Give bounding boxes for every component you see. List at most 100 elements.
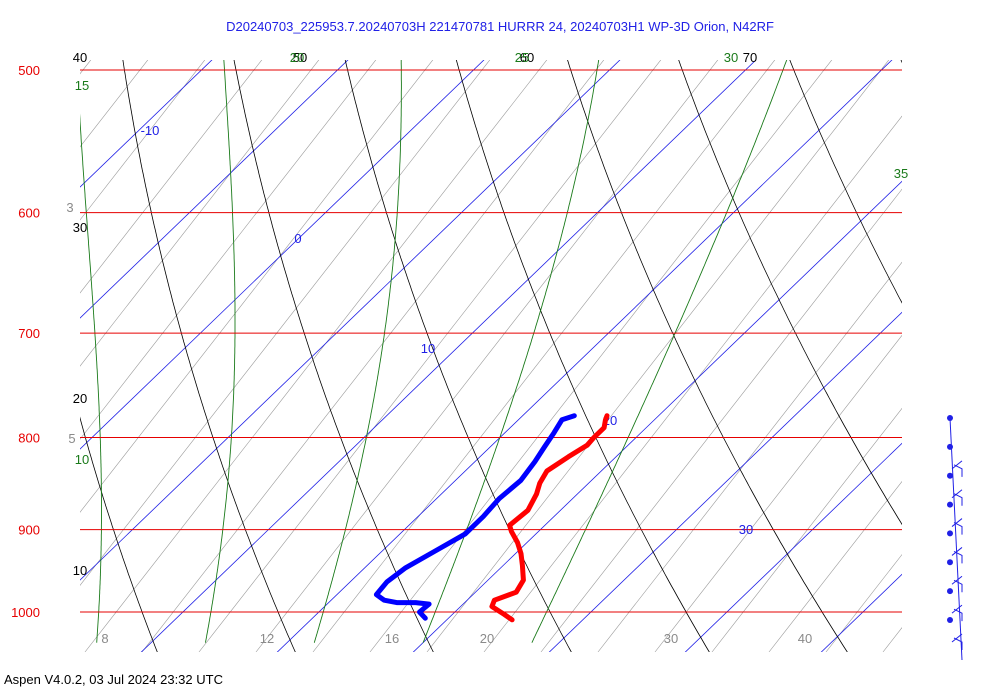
moist-adiabat-label: 35 xyxy=(894,166,908,181)
mixing-ratio-line xyxy=(80,60,263,294)
isotherm-line xyxy=(916,20,1000,692)
pressure-label: 900 xyxy=(18,523,40,538)
temperature-profile-line xyxy=(489,413,610,623)
moist-adiabat-line xyxy=(80,113,102,643)
dry-adiabat-label: 70 xyxy=(743,50,757,65)
wind-barb-dot xyxy=(947,588,953,595)
mixing-ratio-line xyxy=(80,60,206,221)
dry-adiabat-label: 10 xyxy=(73,563,87,578)
mixing-ratio-line xyxy=(483,115,902,652)
dry-adiabat-line xyxy=(233,60,434,652)
wind-barb-dot xyxy=(947,501,953,508)
dry-adiabat-line xyxy=(344,60,572,652)
isotherm-line xyxy=(80,60,349,319)
moist-adiabat-label: 10 xyxy=(75,452,89,467)
isotherm-line xyxy=(684,442,902,652)
wind-barbs xyxy=(947,415,963,661)
dry-adiabat-line xyxy=(567,60,848,652)
mixing-ratio-line xyxy=(768,480,902,652)
mixing-ratio-label: 30 xyxy=(664,631,678,646)
isotherm-line xyxy=(276,60,893,652)
pressure-label: 600 xyxy=(18,206,40,221)
mixing-ratio-line xyxy=(882,627,902,652)
moist-adiabat-label: 15 xyxy=(75,78,89,93)
dry-adiabat-line xyxy=(0,30,30,682)
wind-barb-dot xyxy=(947,617,953,623)
mixing-ratio-line xyxy=(825,554,902,652)
mixing-ratio-label: 20 xyxy=(480,631,494,646)
wind-barb xyxy=(951,633,963,650)
dewpoint-profile-line xyxy=(373,413,577,621)
dry-adiabat-line xyxy=(455,60,710,652)
mixing-ratio-label: 5 xyxy=(68,431,75,446)
mixing-ratio-line xyxy=(80,60,434,513)
mixing-ratio-label: 16 xyxy=(385,631,399,646)
wind-barb xyxy=(951,460,963,477)
pressure-label: 800 xyxy=(18,431,40,446)
pressure-label: 500 xyxy=(18,63,40,78)
mixing-ratio-line xyxy=(597,261,902,652)
isotherm-line xyxy=(820,573,902,652)
mixing-ratio-line xyxy=(255,60,719,652)
mixing-ratio-line xyxy=(426,60,890,652)
wind-barb xyxy=(951,575,963,593)
mixing-ratio-line xyxy=(369,60,833,652)
dry-adiabat-label: 60 xyxy=(520,50,534,65)
wind-barb-dot xyxy=(947,530,953,537)
mixing-ratio-line xyxy=(198,60,662,652)
moist-adiabat-label: 25 xyxy=(515,50,529,65)
moist-adiabat-line xyxy=(531,60,788,643)
isotherm-line xyxy=(548,311,902,652)
isotherm-line xyxy=(80,60,213,188)
mixing-ratio-label: 12 xyxy=(260,631,274,646)
mixing-ratio-line xyxy=(141,60,605,652)
mixing-ratio-line xyxy=(540,188,902,652)
isotherm-label: 0 xyxy=(294,231,301,246)
wind-barb-staff xyxy=(949,417,963,661)
dry-adiabat-line xyxy=(900,60,902,64)
isotherm-line xyxy=(80,60,621,581)
dry-adiabat-line xyxy=(789,60,902,304)
footer-version: Aspen V4.0.2, 03 Jul 2024 23:32 UTC xyxy=(4,672,223,687)
dry-adiabat-line xyxy=(678,60,902,526)
mixing-ratio-line xyxy=(654,334,902,652)
dry-adiabat-line xyxy=(80,416,158,652)
wind-barb xyxy=(951,604,963,622)
moist-adiabat-label: 20 xyxy=(290,50,304,65)
mixing-ratio-line xyxy=(312,60,776,652)
wind-barb-dot xyxy=(947,472,953,479)
mixing-ratio-line xyxy=(80,60,92,75)
dry-adiabat-line xyxy=(122,60,296,652)
chart-title: D20240703_225953.7.20240703H 221470781 H… xyxy=(226,19,774,34)
wind-barb xyxy=(951,547,963,564)
mixing-ratio-label: 8 xyxy=(101,631,108,646)
mixing-ratio-label: 40 xyxy=(798,631,812,646)
isotherm-label: 10 xyxy=(421,341,435,356)
mixing-ratio-line xyxy=(84,60,548,652)
wind-barb-dot xyxy=(947,415,953,421)
moist-adiabat-label: 30 xyxy=(724,50,738,65)
moist-adiabat-line xyxy=(313,60,402,643)
moist-adiabat-line xyxy=(422,60,600,643)
dry-adiabat-label: 20 xyxy=(73,391,87,406)
pressure-label: 700 xyxy=(18,326,40,341)
isotherm-line xyxy=(412,180,902,652)
isotherm-label: -10 xyxy=(141,123,160,138)
mixing-ratio-line xyxy=(80,60,149,148)
mixing-ratio-line xyxy=(80,60,491,586)
wind-barb xyxy=(951,518,963,535)
mixing-ratio-line xyxy=(80,60,320,367)
dry-adiabat-label: 30 xyxy=(73,220,87,235)
isotherm-label: 30 xyxy=(739,522,753,537)
pressure-label: 1000 xyxy=(11,605,40,620)
wind-barb-dot xyxy=(947,559,953,566)
isotherm-line xyxy=(80,60,485,450)
wind-barb xyxy=(951,489,963,506)
wind-barb-dot xyxy=(947,443,953,450)
moist-adiabat-line xyxy=(205,60,236,643)
mixing-ratio-line xyxy=(80,60,377,440)
dry-adiabat-label: 50 xyxy=(293,50,307,65)
dry-adiabat-label: 40 xyxy=(73,50,87,65)
isotherm-line xyxy=(140,60,757,652)
